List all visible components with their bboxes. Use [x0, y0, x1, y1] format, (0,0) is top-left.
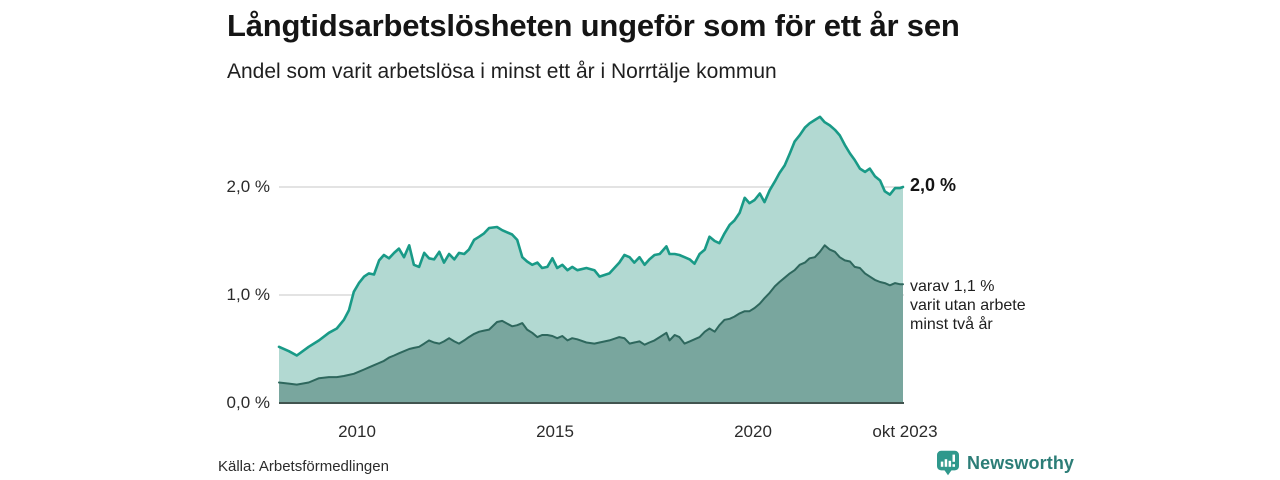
- x-axis-tick-2010: 2010: [338, 422, 376, 441]
- area-chart-svg: [277, 115, 905, 404]
- y-axis-tick-1: 1,0 %: [226, 285, 270, 304]
- y-axis-tick-0: 0,0 %: [226, 393, 270, 412]
- source-note: Källa: Arbetsförmedlingen: [218, 458, 389, 475]
- newsworthy-wordmark: Newsworthy: [967, 452, 1075, 473]
- x-axis-tick-2020: 2020: [734, 422, 772, 441]
- x-axis-tick-okt-2023: okt 2023: [872, 422, 938, 441]
- series-end-value-label: 2,0 %: [910, 175, 957, 195]
- y-axis-tick-2: 2,0 %: [226, 177, 270, 196]
- x-axis-tick-2015: 2015: [536, 422, 574, 441]
- chart-title: Långtidsarbetslösheten ungeför som för e…: [227, 8, 960, 43]
- series-end-sub-label: varav 1,1 % varit utan arbete minst två …: [910, 278, 1026, 333]
- chart-subtitle: Andel som varit arbetslösa i minst ett å…: [227, 60, 777, 83]
- newsworthy-bubble-chart-icon: [937, 450, 959, 476]
- newsworthy-logo[interactable]: Newsworthy: [936, 450, 1074, 476]
